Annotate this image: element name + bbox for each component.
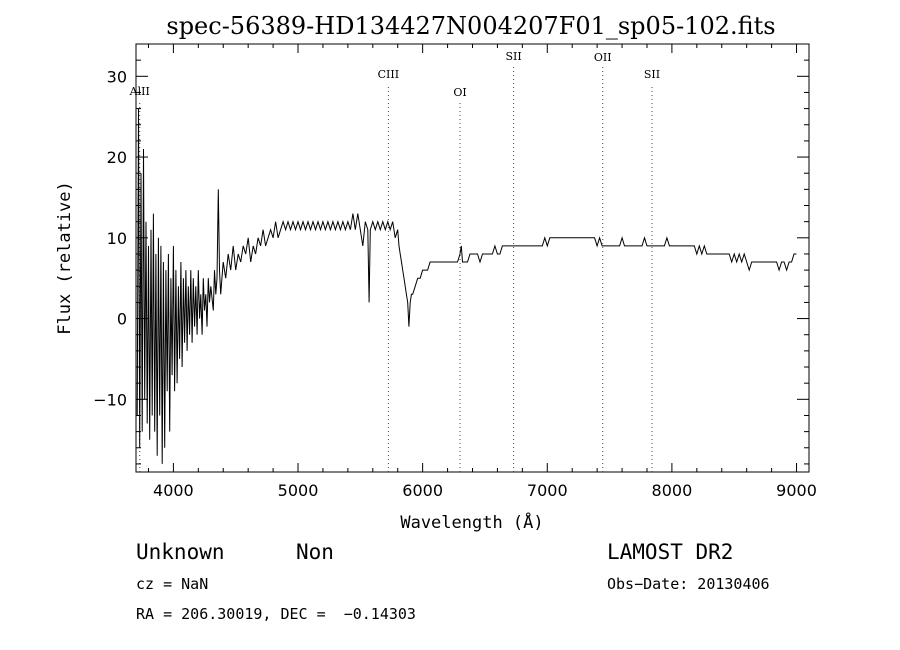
series-layer: [136, 108, 797, 464]
object-subclass: Non: [296, 540, 334, 564]
spectral-line-label: CIII: [378, 68, 399, 81]
x-axis: 4000 5000 6000 7000 8000 9000: [147, 44, 817, 500]
x-axis-label: Wavelength (Å): [400, 511, 543, 533]
x-tick-label: 8000: [652, 481, 693, 500]
coordinates: RA = 206.30019, DEC = −0.14303: [136, 605, 416, 623]
y-tick-label: 0: [117, 310, 127, 329]
y-tick-label: 20: [107, 148, 127, 167]
x-tick-label: 4000: [153, 481, 194, 500]
plot-frame: [135, 43, 810, 473]
y-tick-label: 10: [107, 229, 127, 248]
y-axis-label: Flux (relative): [55, 181, 75, 335]
object-class: Unknown: [136, 540, 225, 564]
spectral-line-label: SII: [506, 50, 522, 63]
observation-date: Obs−Date: 20130406: [607, 575, 770, 593]
x-tick-label: 9000: [776, 481, 817, 500]
spectral-line-label: SII: [644, 68, 660, 81]
spectral-line-label: AlII: [129, 85, 150, 98]
x-tick-label: 6000: [402, 481, 443, 500]
survey-name: LAMOST DR2: [607, 540, 734, 564]
spectral-line-label: OII: [594, 51, 612, 64]
x-tick-label: 5000: [278, 481, 319, 500]
spectral-line-markers: AlII CIII OI SII OII SII: [129, 50, 660, 472]
y-axis: −10 0 10 20 30: [93, 43, 809, 465]
x-tick-label: 7000: [527, 481, 568, 500]
plot-area: [135, 43, 810, 473]
y-tick-label: −10: [93, 390, 127, 409]
chart-title: spec-56389-HD134427N004207F01_sp05-102.f…: [166, 12, 775, 40]
spectral-line-label: OI: [453, 86, 466, 99]
redshift-label: cz = NaN: [136, 575, 209, 593]
y-tick-label: 30: [107, 67, 127, 86]
spectrum-line: [136, 108, 797, 464]
